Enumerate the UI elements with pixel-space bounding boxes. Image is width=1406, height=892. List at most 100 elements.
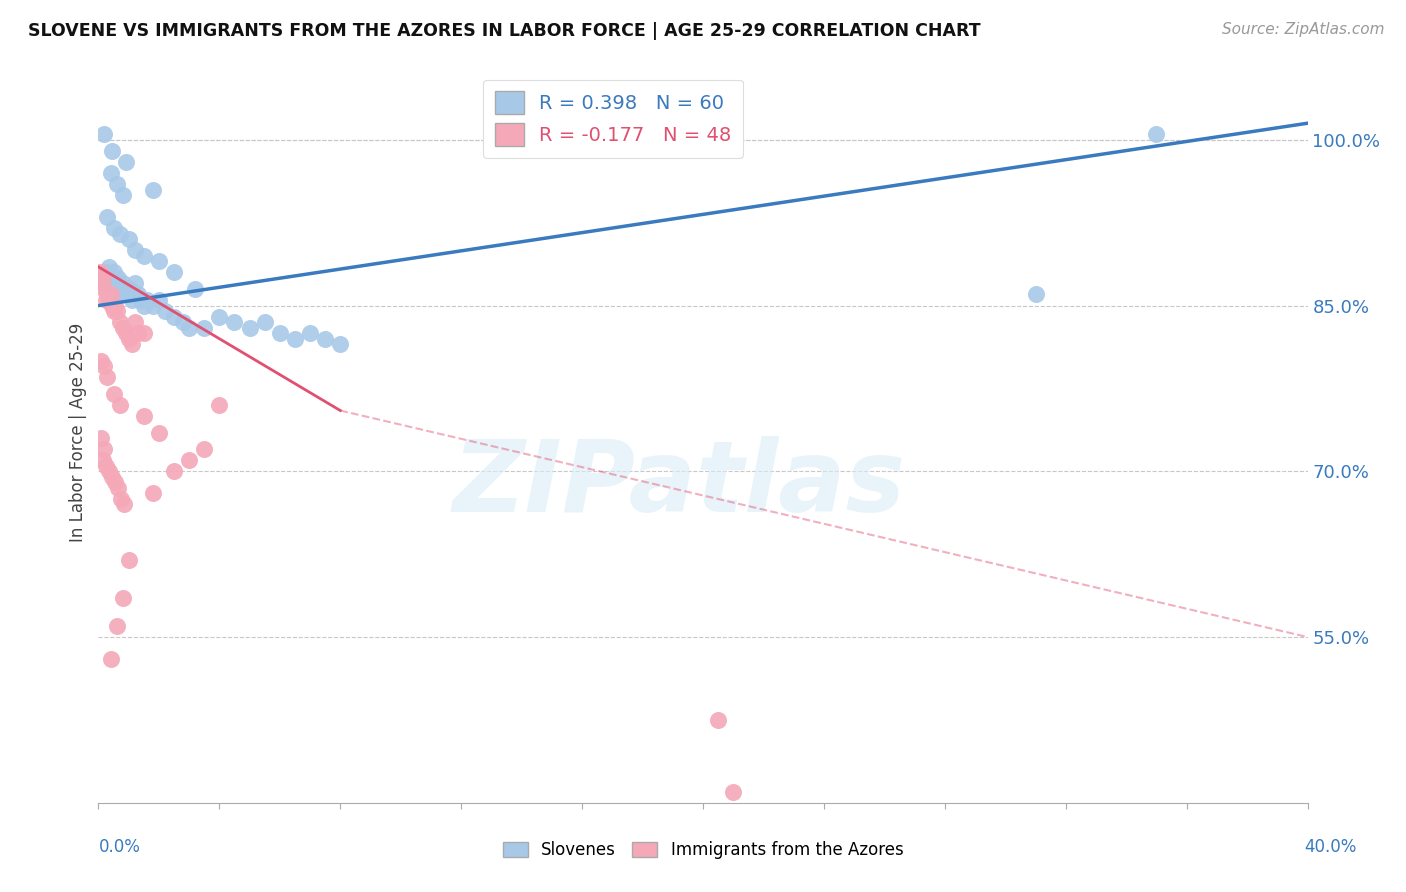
Point	[100, 166, 122, 180]
Text: 0.0%: 0.0%	[98, 838, 141, 856]
Point	[103, 221, 125, 235]
Point	[100, 287, 122, 301]
Point	[1024, 287, 1046, 301]
Point	[132, 299, 155, 313]
Point	[1146, 128, 1168, 142]
Point	[100, 271, 122, 285]
Point	[112, 498, 135, 512]
Point	[179, 453, 201, 467]
Point	[90, 271, 112, 285]
Point	[112, 282, 135, 296]
Point	[127, 287, 149, 301]
Point	[101, 277, 124, 291]
Point	[132, 326, 155, 341]
Point	[269, 326, 291, 341]
Point	[108, 282, 131, 296]
Legend: R = 0.398   N = 60, R = -0.177   N = 48: R = 0.398 N = 60, R = -0.177 N = 48	[484, 79, 744, 158]
Point	[127, 326, 149, 341]
Point	[115, 282, 138, 296]
Point	[96, 277, 118, 291]
Point	[132, 249, 155, 263]
Point	[96, 210, 118, 224]
Point	[110, 287, 132, 301]
Point	[107, 481, 129, 495]
Point	[148, 425, 170, 440]
Point	[103, 387, 125, 401]
Point	[120, 282, 142, 296]
Point	[93, 271, 115, 285]
Point	[224, 315, 246, 329]
Point	[163, 310, 186, 324]
Point	[111, 591, 134, 606]
Point	[121, 293, 143, 307]
Point	[103, 265, 125, 279]
Point	[723, 785, 745, 799]
Point	[163, 265, 186, 279]
Text: 40.0%: 40.0%	[1305, 838, 1357, 856]
Point	[105, 619, 128, 633]
Text: Source: ZipAtlas.com: Source: ZipAtlas.com	[1222, 22, 1385, 37]
Point	[118, 552, 141, 566]
Point	[142, 486, 165, 500]
Point	[329, 337, 352, 351]
Point	[135, 293, 157, 307]
Point	[208, 398, 231, 412]
Point	[108, 315, 131, 329]
Point	[103, 304, 125, 318]
Point	[193, 320, 215, 334]
Point	[91, 271, 114, 285]
Legend: Slovenes, Immigrants from the Azores: Slovenes, Immigrants from the Azores	[496, 835, 910, 866]
Point	[90, 353, 112, 368]
Point	[90, 431, 112, 445]
Point	[98, 260, 121, 274]
Text: SLOVENE VS IMMIGRANTS FROM THE AZORES IN LABOR FORCE | AGE 25-29 CORRELATION CHA: SLOVENE VS IMMIGRANTS FROM THE AZORES IN…	[28, 22, 981, 40]
Point	[101, 470, 124, 484]
Point	[89, 265, 111, 279]
Point	[96, 287, 118, 301]
Point	[104, 475, 127, 490]
Text: ZIPatlas: ZIPatlas	[453, 436, 905, 533]
Point	[105, 277, 128, 291]
Point	[142, 299, 165, 313]
Point	[94, 265, 117, 279]
Point	[94, 293, 117, 307]
Y-axis label: In Labor Force | Age 25-29: In Labor Force | Age 25-29	[69, 323, 87, 542]
Point	[124, 244, 146, 258]
Point	[111, 188, 134, 202]
Point	[90, 277, 112, 291]
Point	[93, 128, 115, 142]
Point	[114, 326, 136, 341]
Point	[299, 326, 322, 341]
Point	[111, 320, 134, 334]
Point	[118, 332, 141, 346]
Point	[124, 277, 146, 291]
Point	[108, 398, 131, 412]
Point	[118, 232, 141, 246]
Point	[284, 332, 307, 346]
Point	[132, 409, 155, 423]
Point	[110, 491, 132, 506]
Point	[148, 254, 170, 268]
Point	[179, 320, 201, 334]
Point	[184, 282, 207, 296]
Point	[111, 277, 134, 291]
Point	[104, 299, 127, 313]
Point	[96, 370, 118, 384]
Point	[101, 299, 124, 313]
Point	[98, 464, 121, 478]
Point	[105, 304, 128, 318]
Point	[148, 293, 170, 307]
Point	[118, 287, 141, 301]
Point	[93, 359, 115, 374]
Point	[114, 154, 136, 169]
Point	[129, 293, 152, 307]
Point	[108, 227, 131, 241]
Point	[153, 304, 176, 318]
Point	[94, 458, 117, 473]
Point	[239, 320, 262, 334]
Point	[91, 453, 114, 467]
Point	[91, 277, 114, 291]
Point	[107, 271, 129, 285]
Point	[163, 464, 186, 478]
Point	[114, 287, 136, 301]
